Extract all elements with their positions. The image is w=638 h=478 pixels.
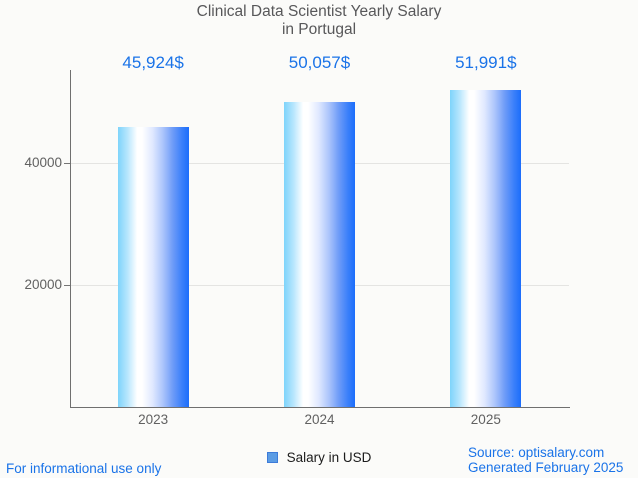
x-axis-label-2025: 2025 <box>470 412 501 427</box>
x-axis-line <box>70 407 570 408</box>
x-axis-label-2024: 2024 <box>304 412 335 427</box>
disclaimer-text: For informational use only <box>6 461 162 476</box>
chart-title: Clinical Data Scientist Yearly Salary in… <box>0 3 638 39</box>
generated-text: Generated February 2025 <box>468 460 624 475</box>
x-axis-label-2023: 2023 <box>138 412 169 427</box>
legend-swatch-icon <box>266 451 278 463</box>
y-tick-label-40000: 40000 <box>24 155 62 171</box>
bar-2025[interactable] <box>450 89 522 407</box>
value-label-2025: 51,991$ <box>455 53 517 72</box>
y-tick-label-20000: 20000 <box>24 277 62 292</box>
chart-title-line2: in Portugal <box>281 21 357 38</box>
y-axis-line <box>70 70 71 408</box>
source-link[interactable]: Source: optisalary.com <box>468 445 605 460</box>
chart-title-line1: Clinical Data Scientist Yearly Salary <box>196 3 442 20</box>
y-tick <box>64 163 70 165</box>
source-block: Source: optisalary.com Generated Februar… <box>468 445 623 475</box>
value-label-2024: 50,057$ <box>288 53 351 72</box>
value-label-2023: 45,924$ <box>122 53 184 72</box>
legend-label: Salary in USD <box>286 449 372 465</box>
bar-2023[interactable] <box>117 126 189 407</box>
bar-2024[interactable] <box>284 101 355 407</box>
legend: Salary in USD <box>0 449 638 465</box>
y-tick <box>64 285 70 286</box>
